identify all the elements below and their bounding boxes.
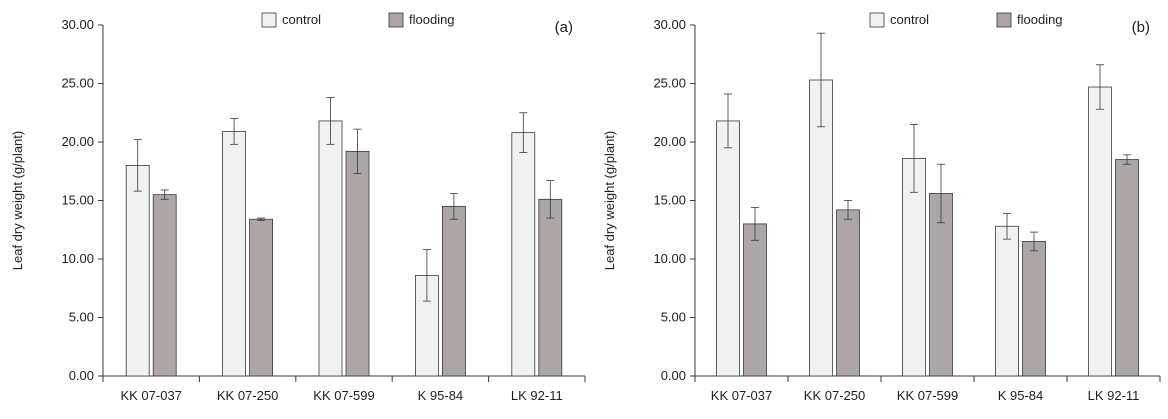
y-tick-label: 5.00 <box>69 310 94 325</box>
y-tick-label: 5.00 <box>661 310 686 325</box>
y-tick-label: 15.00 <box>653 193 686 208</box>
panel-label: (b) <box>1132 19 1150 36</box>
bar-flooding <box>152 194 177 377</box>
x-category-label: KK 07-037 <box>711 388 772 403</box>
x-category-label: LK 92-11 <box>511 388 563 403</box>
y-tick-label: 20.00 <box>653 134 686 149</box>
x-category-label: LK 92-11 <box>1088 388 1140 403</box>
bar-control <box>511 132 536 377</box>
bar-control <box>995 225 1019 377</box>
legend-label: control <box>282 12 321 27</box>
legend-label: control <box>890 12 929 27</box>
bar-flooding <box>1115 159 1139 377</box>
bar-flooding <box>441 205 466 377</box>
bar-control <box>716 120 740 377</box>
legend-label: flooding <box>1017 12 1063 27</box>
y-tick-label: 0.00 <box>69 368 94 383</box>
chart-panel-2: 0.00 5.00 10.00 15.00 20.00 25.00 30.00 Leaf dr… <box>602 12 1161 403</box>
y-tick-label: 10.00 <box>61 251 94 266</box>
chart-panel-1: 0.00 5.00 10.00 15.00 20.00 25.00 30.00 Leaf dr… <box>10 12 586 403</box>
y-tick-label: 20.00 <box>61 134 94 149</box>
x-category-label: KK 07-250 <box>804 388 865 403</box>
bar-flooding <box>249 218 274 377</box>
legend-label: flooding <box>409 12 455 27</box>
bar-flooding <box>836 209 860 377</box>
panel-label: (a) <box>555 19 573 36</box>
legend-swatch-flooding <box>388 12 404 28</box>
legend-swatch-flooding <box>996 12 1012 28</box>
x-category-label: KK 07-599 <box>313 388 374 403</box>
x-category-label: K 95-84 <box>998 388 1044 403</box>
y-tick-label: 25.00 <box>653 76 686 91</box>
bar-flooding <box>1022 241 1046 377</box>
y-tick-label: 15.00 <box>61 193 94 208</box>
x-category-label: KK 07-599 <box>897 388 958 403</box>
y-tick-label: 25.00 <box>61 76 94 91</box>
x-category-label: KK 07-250 <box>217 388 278 403</box>
bar-control <box>318 120 343 377</box>
legend-swatch-control <box>869 12 885 28</box>
bar-control <box>1088 86 1112 377</box>
legend-swatch-control <box>261 12 277 28</box>
y-axis-title: Leaf dry weight (g/plant) <box>10 131 25 270</box>
legend: control flooding <box>869 12 1063 28</box>
y-tick-label: 10.00 <box>653 251 686 266</box>
bar-flooding <box>538 198 563 377</box>
y-tick-label: 30.00 <box>653 17 686 32</box>
bar-control <box>222 131 247 377</box>
y-axis-title: Leaf dry weight (g/plant) <box>602 131 617 270</box>
bar-control <box>125 164 150 377</box>
y-tick-label: 0.00 <box>661 368 686 383</box>
legend: control flooding <box>261 12 455 28</box>
bar-flooding <box>345 150 370 377</box>
y-tick-label: 30.00 <box>61 17 94 32</box>
x-category-label: K 95-84 <box>418 388 464 403</box>
bar-flooding <box>743 223 767 377</box>
x-category-label: KK 07-037 <box>120 388 181 403</box>
